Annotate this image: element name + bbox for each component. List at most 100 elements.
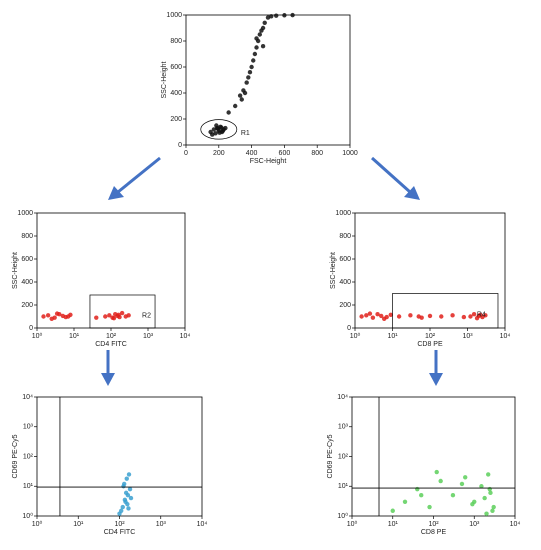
arrow-head bbox=[404, 186, 420, 200]
event-dot bbox=[483, 313, 488, 318]
x-tick-label: 10⁰ bbox=[32, 520, 43, 528]
y-tick-label: 200 bbox=[339, 302, 351, 309]
event-dot bbox=[381, 316, 387, 321]
y-tick-label: 400 bbox=[170, 90, 182, 97]
x-tick-label: 10⁴ bbox=[197, 521, 208, 528]
event-dot bbox=[482, 495, 487, 501]
event-dot bbox=[274, 13, 279, 18]
y-tick-label: 10⁰ bbox=[337, 512, 348, 520]
event-dot bbox=[244, 80, 249, 85]
arrows bbox=[101, 156, 443, 386]
y-axis-label: SSC-Height bbox=[161, 61, 168, 98]
gate-label: R1 bbox=[241, 130, 250, 137]
y-tick-label: 1000 bbox=[166, 12, 182, 19]
y-tick-label: 400 bbox=[339, 279, 351, 286]
y-tick-label: 600 bbox=[170, 64, 182, 71]
x-axis-label: CD8 PE bbox=[421, 529, 447, 536]
x-tick-label: 10² bbox=[106, 333, 117, 340]
y-tick-label: 10⁴ bbox=[22, 394, 33, 401]
x-axis-label: FSC-Height bbox=[250, 158, 287, 165]
plot-frame bbox=[351, 396, 516, 517]
event-dot bbox=[484, 511, 489, 516]
event-dot bbox=[121, 484, 126, 489]
event-dot bbox=[419, 493, 424, 498]
y-axis-label: SSC-Height bbox=[330, 252, 337, 289]
event-dot bbox=[491, 504, 496, 510]
event-dot bbox=[252, 51, 258, 57]
gate-label: R2 bbox=[142, 312, 151, 319]
event-dot bbox=[220, 128, 226, 133]
x-tick-label: 400 bbox=[246, 150, 258, 157]
event-dot bbox=[450, 493, 456, 498]
event-dot bbox=[41, 314, 46, 319]
arrow-head bbox=[108, 186, 124, 200]
event-dot bbox=[54, 311, 60, 316]
x-axis-label: CD4 FITC bbox=[104, 529, 136, 536]
event-dot bbox=[478, 312, 483, 317]
x-tick-label: 10² bbox=[114, 521, 125, 528]
x-axis-label: CD8 PE bbox=[417, 341, 443, 348]
event-dot bbox=[359, 314, 364, 319]
y-axis-label: CD69 PE-Cy5 bbox=[12, 434, 19, 478]
plot: 10⁰ 10¹ 10² 10³ 10⁴ 0 200 400 600 800 1000 CD4 FITC… bbox=[12, 210, 191, 348]
event-dot bbox=[487, 486, 492, 492]
event-dot bbox=[94, 315, 99, 320]
y-tick-label: 10³ bbox=[23, 424, 34, 431]
event-dot bbox=[461, 314, 467, 320]
event-dot bbox=[254, 36, 259, 41]
y-tick-label: 0 bbox=[347, 325, 351, 332]
event-dot bbox=[490, 508, 495, 513]
y-tick-label: 10⁰ bbox=[22, 512, 33, 520]
gate bbox=[89, 294, 156, 329]
event-dot bbox=[479, 484, 484, 489]
event-dot bbox=[402, 499, 408, 505]
event-dot bbox=[459, 481, 465, 487]
event-dot bbox=[124, 476, 129, 481]
event-dot bbox=[119, 310, 125, 316]
event-dot bbox=[119, 508, 124, 513]
x-tick-label: 10⁴ bbox=[510, 521, 521, 528]
event-dot bbox=[123, 490, 129, 496]
x-tick-label: 10¹ bbox=[387, 333, 398, 340]
x-tick-label: 0 bbox=[184, 150, 188, 157]
arrow-head bbox=[429, 373, 443, 386]
event-dot bbox=[116, 312, 121, 317]
y-tick-label: 200 bbox=[21, 302, 33, 309]
event-dot bbox=[254, 45, 259, 50]
x-tick-label: 10² bbox=[428, 521, 439, 528]
x-tick-label: 10⁴ bbox=[500, 333, 511, 340]
x-tick-label: 10¹ bbox=[388, 521, 399, 528]
event-dot bbox=[219, 125, 224, 130]
y-tick-label: 400 bbox=[21, 279, 33, 286]
plot-frame bbox=[36, 396, 203, 517]
x-tick-label: 10⁴ bbox=[180, 333, 191, 340]
y-tick-label: 800 bbox=[21, 233, 33, 240]
x-axis-label: CD4 FITC bbox=[95, 341, 127, 348]
x-tick-label: 10³ bbox=[156, 521, 167, 528]
event-dot bbox=[249, 64, 254, 70]
arrow-head bbox=[101, 373, 115, 386]
event-dot bbox=[214, 123, 219, 128]
event-dot bbox=[396, 314, 402, 319]
event-dot bbox=[260, 44, 266, 49]
event-dot bbox=[468, 314, 473, 319]
event-dot bbox=[237, 93, 243, 98]
x-tick-label: 10¹ bbox=[73, 521, 84, 528]
event-dot bbox=[233, 103, 238, 109]
plot: 10⁰ 10¹ 10² 10³ 10⁴ 10⁰ 10¹ 10² 10³ 10⁴ CD4 FITC CD… bbox=[12, 394, 208, 536]
event-dot bbox=[370, 315, 376, 320]
y-tick-label: 200 bbox=[170, 116, 182, 123]
event-dot bbox=[375, 312, 380, 317]
event-dot bbox=[463, 475, 468, 480]
y-tick-label: 600 bbox=[21, 256, 33, 263]
y-tick-label: 0 bbox=[178, 142, 182, 149]
event-dot bbox=[416, 314, 421, 319]
x-tick-label: 1000 bbox=[342, 150, 358, 157]
plot: 10⁰ 10¹ 10² 10³ 10⁴ 0 200 400 600 800 1000 CD8 PE SS… bbox=[330, 210, 511, 348]
y-tick-label: 10⁴ bbox=[337, 394, 348, 401]
x-tick-label: 200 bbox=[213, 150, 225, 157]
event-dot bbox=[127, 486, 133, 492]
event-dot bbox=[474, 316, 480, 321]
event-dot bbox=[282, 13, 287, 18]
y-tick-label: 1000 bbox=[17, 210, 33, 217]
